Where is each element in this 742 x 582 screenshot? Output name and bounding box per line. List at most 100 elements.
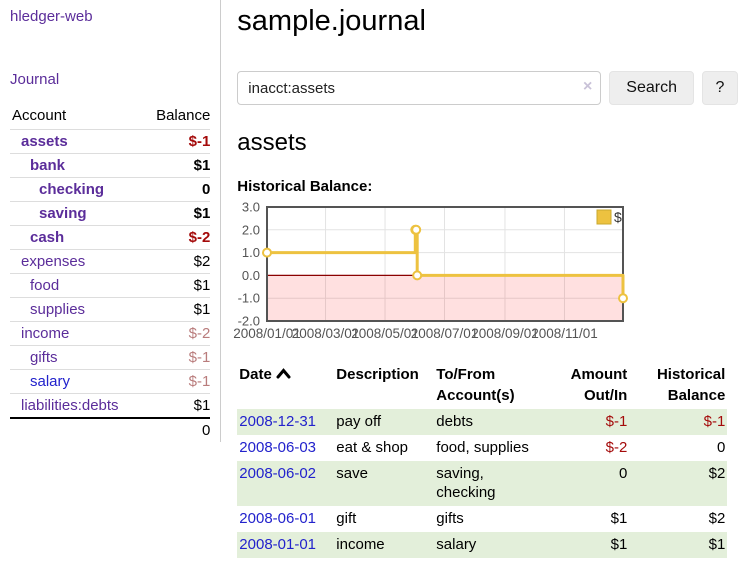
account-balance: $1 <box>193 205 211 222</box>
transaction-amount: 0 <box>539 461 630 506</box>
svg-text:$: $ <box>614 209 622 225</box>
account-link-supplies[interactable]: supplies <box>30 301 86 318</box>
account-row: salary $-1 <box>10 369 211 394</box>
search-field-wrap: × <box>237 71 602 105</box>
account-balance: 0 <box>201 181 211 198</box>
svg-text:2.0: 2.0 <box>242 222 260 237</box>
account-row: checking 0 <box>10 177 211 202</box>
account-row: gifts $-1 <box>10 345 211 370</box>
account-link-income[interactable]: income <box>21 325 70 342</box>
transaction-date-link[interactable]: 2008-12-31 <box>239 413 317 430</box>
accounts-total-row: 0 <box>10 417 211 442</box>
register-col-historical-balance: Historical Balance <box>656 366 726 404</box>
account-balance: $-1 <box>188 373 211 390</box>
historical-balance-chart: 3.0 2.0 1.0 0.0 -1.0 -2.02008/01/012008/03/01… <box>234 200 629 341</box>
svg-text:-1.0: -1.0 <box>238 291 260 306</box>
svg-text:1.0: 1.0 <box>242 245 260 260</box>
transaction-date-link[interactable]: 2008-06-02 <box>239 465 317 482</box>
register-col-date[interactable]: Date <box>237 362 334 409</box>
transaction-accounts: food, supplies <box>436 439 529 456</box>
transaction-balance: 0 <box>716 439 726 456</box>
account-link-assets[interactable]: assets <box>21 133 68 150</box>
account-row: saving $1 <box>10 201 211 226</box>
register-col-to-from-account-s-: To/From Account(s) <box>436 366 515 404</box>
account-link-cash[interactable]: cash <box>30 229 65 246</box>
register-table: Date Description To/From Account(s) Amount … <box>237 362 728 558</box>
account-balance: $-2 <box>188 229 211 246</box>
transaction-balance: $1 <box>629 532 728 558</box>
account-row: liabilities:debts $1 <box>10 393 211 419</box>
sidebar: hledger-web Journal Account Balance asse… <box>0 0 222 442</box>
svg-text:2008/05/01: 2008/05/01 <box>352 326 420 341</box>
account-row: cash $-2 <box>10 225 211 250</box>
account-link-gifts[interactable]: gifts <box>30 349 58 366</box>
help-button[interactable]: ? <box>702 71 738 105</box>
register-row: 2008-06-02 save saving, checking 0 $2 <box>237 461 728 506</box>
account-link-food[interactable]: food <box>30 277 60 294</box>
register-col-amount-out-in: Amount Out/In <box>570 366 628 404</box>
sort-asc-icon <box>276 368 291 379</box>
account-row: assets $-1 <box>10 129 211 154</box>
account-link-bank[interactable]: bank <box>30 157 66 174</box>
search-row: × Search ? <box>237 71 738 105</box>
account-link-checking[interactable]: checking <box>39 181 105 198</box>
register-row: 2008-12-31 pay off debts $-1 $-1 <box>237 409 728 435</box>
svg-text:2008/11/01: 2008/11/01 <box>532 326 599 341</box>
transaction-date-link[interactable]: 2008-06-01 <box>239 510 317 527</box>
page-title: sample.journal <box>237 5 426 37</box>
account-heading: assets <box>237 129 307 156</box>
transaction-description: eat & shop <box>336 439 409 456</box>
transaction-amount: $-2 <box>605 439 628 456</box>
transaction-description: gift <box>336 510 357 527</box>
account-row: supplies $1 <box>10 297 211 322</box>
account-balance: $1 <box>193 157 211 174</box>
register-row: 2008-01-01 income salary $1 $1 <box>237 532 728 558</box>
svg-text:2008/03/01: 2008/03/01 <box>292 326 360 341</box>
search-button[interactable]: Search <box>609 71 694 105</box>
transaction-amount: $1 <box>610 510 628 527</box>
main-content: sample.journal × Search ? assets Histori… <box>221 0 742 558</box>
account-balance: $1 <box>193 301 211 318</box>
account-balance: $-1 <box>188 133 211 150</box>
account-row: income $-2 <box>10 321 211 346</box>
transaction-balance: $2 <box>629 461 728 506</box>
balance-col-header: Balance <box>156 107 211 124</box>
search-input[interactable] <box>237 71 602 105</box>
transaction-description: income <box>334 532 435 558</box>
transaction-accounts: debts <box>434 409 540 435</box>
account-balance: $-1 <box>188 349 211 366</box>
transaction-date-link[interactable]: 2008-01-01 <box>239 536 317 553</box>
chart-title: Historical Balance: <box>237 178 373 195</box>
sidebar-item-journal[interactable]: Journal <box>10 71 60 88</box>
transaction-accounts: saving, checking <box>434 461 540 506</box>
svg-text:2008/01/01: 2008/01/01 <box>234 326 302 341</box>
account-link-expenses[interactable]: expenses <box>21 253 86 270</box>
svg-text:2008/07/01: 2008/07/01 <box>411 326 479 341</box>
account-link-salary[interactable]: salary <box>30 373 71 390</box>
transaction-amount: $1 <box>539 532 630 558</box>
account-balance: $-2 <box>188 325 211 342</box>
app-brand-link[interactable]: hledger-web <box>10 8 93 25</box>
register-row: 2008-06-01 gift gifts $1 $2 <box>237 506 727 532</box>
transaction-description: save <box>334 461 435 506</box>
chart-legend: $ <box>596 209 622 225</box>
register-row: 2008-06-03 eat & shop food, supplies $-2 0 <box>237 435 727 461</box>
transaction-accounts: gifts <box>436 510 464 527</box>
account-link-liabilities-debts[interactable]: liabilities:debts <box>21 397 119 414</box>
accounts-balance-table: Account Balance assets $-1 bank $1 checking 0… <box>10 103 211 442</box>
account-row: bank $1 <box>10 153 211 178</box>
transaction-amount: $-1 <box>539 409 630 435</box>
account-balance: $1 <box>193 277 211 294</box>
transaction-description: pay off <box>334 409 435 435</box>
transaction-date-link[interactable]: 2008-06-03 <box>239 439 317 456</box>
clear-search-icon[interactable]: × <box>582 78 593 95</box>
svg-text:0.0: 0.0 <box>242 268 260 283</box>
accounts-total-value: 0 <box>141 417 211 442</box>
account-balance: $2 <box>193 253 211 270</box>
accounts-col-header: Account <box>12 107 67 124</box>
transaction-balance: $2 <box>708 510 726 527</box>
account-row: food $1 <box>10 273 211 298</box>
account-link-saving[interactable]: saving <box>39 205 87 222</box>
svg-text:3.0: 3.0 <box>242 200 260 215</box>
